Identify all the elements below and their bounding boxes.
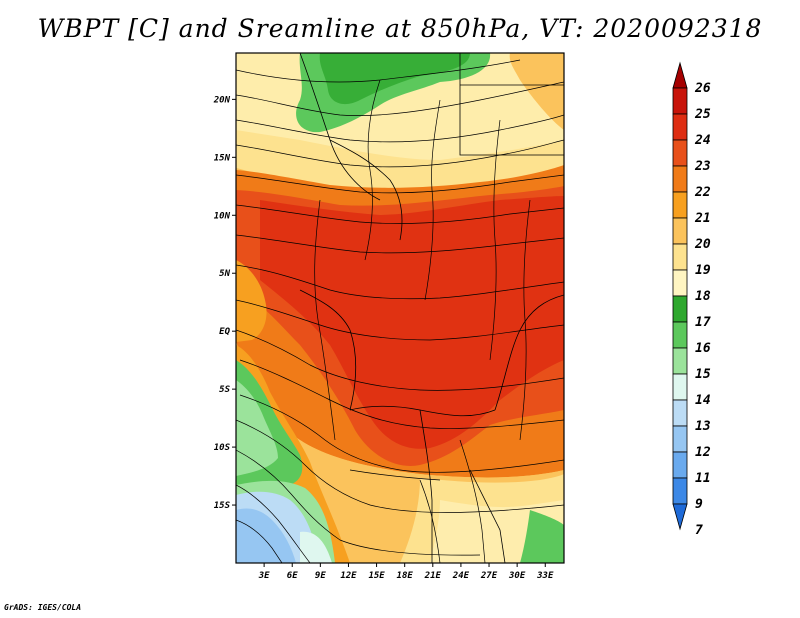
colorbar-label: 25 bbox=[694, 107, 711, 122]
lat-tick-label: 15N bbox=[214, 153, 231, 163]
colorbar-swatch bbox=[672, 87, 688, 115]
colorbar-swatch bbox=[672, 399, 688, 427]
colorbar-label: 14 bbox=[695, 393, 711, 408]
colorbar-label: 17 bbox=[695, 315, 711, 330]
colorbar-label: 12 bbox=[695, 445, 711, 460]
colorbar-swatch bbox=[672, 295, 688, 323]
colorbar-label: 19 bbox=[695, 263, 711, 278]
colorbar-swatch bbox=[672, 165, 688, 193]
lon-tick-label: 24E bbox=[452, 571, 470, 581]
lat-tick-label: 5S bbox=[219, 385, 230, 395]
colorbar-swatch bbox=[672, 243, 688, 271]
colorbar-swatch bbox=[672, 425, 688, 453]
colorbar-swatch bbox=[672, 217, 688, 245]
lon-tick-label: 12E bbox=[340, 571, 357, 581]
lat-tick-label: 10N bbox=[214, 211, 231, 221]
colorbar-swatch bbox=[672, 269, 688, 297]
colorbar-swatch bbox=[672, 477, 688, 505]
colorbar-label: 9 bbox=[695, 497, 703, 512]
lat-tick-label: 10S bbox=[214, 443, 231, 453]
lat-tick-label: 15S bbox=[214, 501, 231, 511]
colorbar-label: 16 bbox=[695, 341, 711, 356]
lon-tick-label: 18E bbox=[397, 571, 414, 581]
lon-tick-label: 21E bbox=[424, 571, 442, 581]
colorbar-swatch bbox=[672, 113, 688, 141]
colorbar-label: 13 bbox=[695, 419, 711, 434]
colorbar-label: 26 bbox=[694, 81, 711, 96]
lat-tick-label: EQ bbox=[219, 327, 230, 337]
colorbar-swatch bbox=[672, 139, 688, 167]
lon-tick-label: 6E bbox=[287, 571, 298, 581]
colorbar-label: 11 bbox=[695, 471, 711, 486]
colorbar-label: 21 bbox=[694, 211, 711, 226]
longitude-axis: 3E 6E 9E 12E 15E 18E 21E 24E 27E 30E 33E bbox=[258, 563, 554, 581]
colorbar-label: 24 bbox=[694, 133, 711, 148]
colorbar-swatch bbox=[672, 347, 688, 375]
colorbar-swatch bbox=[672, 191, 688, 219]
wbpt-field bbox=[236, 53, 564, 563]
lon-tick-label: 3E bbox=[258, 571, 270, 581]
colorbar-label: 18 bbox=[695, 289, 711, 304]
country-borders bbox=[299, 53, 564, 563]
lat-tick-label: 5N bbox=[219, 269, 230, 279]
lon-tick-label: 27E bbox=[480, 571, 498, 581]
colorbar-top-arrow bbox=[672, 61, 688, 89]
lon-tick-label: 30E bbox=[508, 571, 526, 581]
latitude-axis: 20N 15N 10N 5N EQ 5S 10S 15S bbox=[213, 95, 236, 511]
lon-tick-label: 9E bbox=[315, 571, 326, 581]
map-frame bbox=[235, 52, 565, 564]
colorbar: 26 25 24 23 22 21 20 19 18 17 16 15 14 13 12 11 9 7 bbox=[672, 61, 711, 538]
colorbar-swatch bbox=[672, 321, 688, 349]
chart-title: WBPT [C] and Sreamline at 850hPa, VT: 20… bbox=[37, 14, 763, 43]
colorbar-bottom-arrow bbox=[672, 503, 688, 531]
lat-tick-label: 20N bbox=[213, 95, 231, 105]
colorbar-label: 22 bbox=[694, 185, 711, 200]
colorbar-swatch bbox=[672, 451, 688, 479]
colorbar-label: 20 bbox=[694, 237, 711, 252]
colorbar-swatch bbox=[672, 373, 688, 401]
colorbar-label: 23 bbox=[694, 159, 711, 174]
lon-tick-label: 15E bbox=[368, 571, 385, 581]
colorbar-label: 7 bbox=[695, 523, 703, 538]
lon-tick-label: 33E bbox=[536, 571, 554, 581]
streamlines bbox=[236, 59, 564, 563]
colorbar-label: 15 bbox=[695, 367, 711, 382]
credit-text: GrADS: IGES/COLA bbox=[4, 603, 82, 612]
